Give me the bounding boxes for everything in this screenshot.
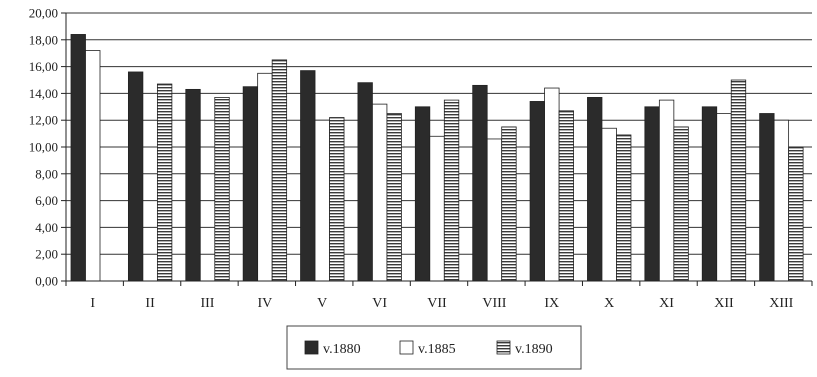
legend-swatch: [304, 340, 319, 355]
bar-v1885-I: [85, 50, 101, 282]
x-tick-label: V: [317, 296, 327, 311]
bar-v1885-IX: [544, 87, 560, 282]
y-tick-label: 12,00: [29, 113, 58, 128]
bar-v1885-V: [314, 119, 330, 282]
bar-v1885-XI: [658, 99, 675, 282]
bar-v1890-XIII: [788, 146, 804, 282]
y-tick-label: 14,00: [29, 86, 58, 101]
bar-v1890-XI: [673, 126, 689, 282]
axes: [65, 13, 812, 282]
x-tick-label: VIII: [482, 296, 506, 311]
x-tick-label: VI: [372, 296, 387, 311]
y-tick-label: 18,00: [29, 32, 58, 47]
legend-label: v.1890: [515, 342, 553, 357]
bar-v1880-V: [300, 70, 316, 282]
bar-v1885-VIII: [486, 138, 503, 282]
bar-v1890-X: [616, 134, 632, 282]
bar-v1890-IX: [558, 110, 574, 282]
bar-v1885-IV: [257, 72, 273, 282]
bar-v1885-VI: [372, 103, 388, 282]
y-tick-label: 0,00: [35, 274, 58, 289]
legend-swatch: [496, 340, 511, 355]
y-tick-label: 2,00: [35, 247, 58, 262]
bar-v1880-X: [587, 97, 603, 282]
y-tick-label: 20,00: [29, 6, 58, 21]
y-tick-label: 4,00: [35, 220, 58, 235]
legend: v.1880 v.1885 v.1890: [286, 325, 582, 370]
bar-v1890-V: [329, 117, 345, 282]
x-tick-label: III: [200, 296, 214, 311]
y-axis-ticks: 0,00 2,00 4,00 6,00 8,00 10,00 12,00 14,00 16,00…: [29, 6, 66, 289]
x-tick-label: XII: [714, 296, 734, 311]
y-tick-label: 16,00: [29, 59, 58, 74]
x-tick-label: X: [604, 296, 614, 311]
bar-v1880-IV: [242, 86, 259, 282]
bar-v1885-XII: [716, 113, 732, 282]
x-tick-label: VII: [427, 296, 447, 311]
bar-v1890-III: [214, 97, 230, 282]
x-tick-label: IV: [257, 296, 272, 311]
bar-v1880-XI: [644, 106, 660, 282]
y-tick-label: 8,00: [35, 166, 58, 181]
bar-v1890-VIII: [501, 126, 517, 282]
legend-label: v.1885: [418, 342, 456, 357]
bar-v1880-I: [70, 34, 86, 282]
bar-v1890-XII: [730, 79, 747, 282]
y-tick-label: 6,00: [35, 193, 58, 208]
y-tick-label: 10,00: [29, 140, 58, 155]
x-tick-label: XI: [659, 296, 674, 311]
bar-v1880-III: [185, 88, 201, 282]
bar-v1890-VII: [443, 99, 460, 282]
bar-v1880-IX: [529, 101, 545, 282]
bar-v1880-XIII: [759, 113, 775, 282]
x-tick-label: II: [145, 296, 155, 311]
bar-v1880-VIII: [472, 84, 488, 282]
x-tick-label: IX: [544, 296, 559, 311]
bar-v1880-VI: [357, 82, 373, 282]
x-axis-ticks: I II III IV V VI VII VIII IX X XI XII XIII: [65, 281, 813, 311]
bar-v1880-II: [127, 71, 144, 282]
x-tick-label: I: [90, 296, 95, 311]
legend-label: v.1880: [323, 342, 361, 357]
bars: [70, 34, 804, 282]
bar-v1885-VII: [429, 135, 445, 282]
bar-v1880-XII: [701, 106, 718, 282]
x-tick-label: XIII: [769, 296, 793, 311]
bar-v1885-X: [601, 127, 617, 282]
bar-v1890-VI: [386, 113, 402, 282]
bar-v1880-VII: [414, 106, 431, 282]
bar-v1890-II: [156, 83, 173, 282]
legend-box: [286, 325, 582, 370]
bar-v1890-IV: [271, 59, 288, 282]
legend-swatch: [399, 340, 414, 355]
bar-v1885-XIII: [773, 119, 790, 282]
